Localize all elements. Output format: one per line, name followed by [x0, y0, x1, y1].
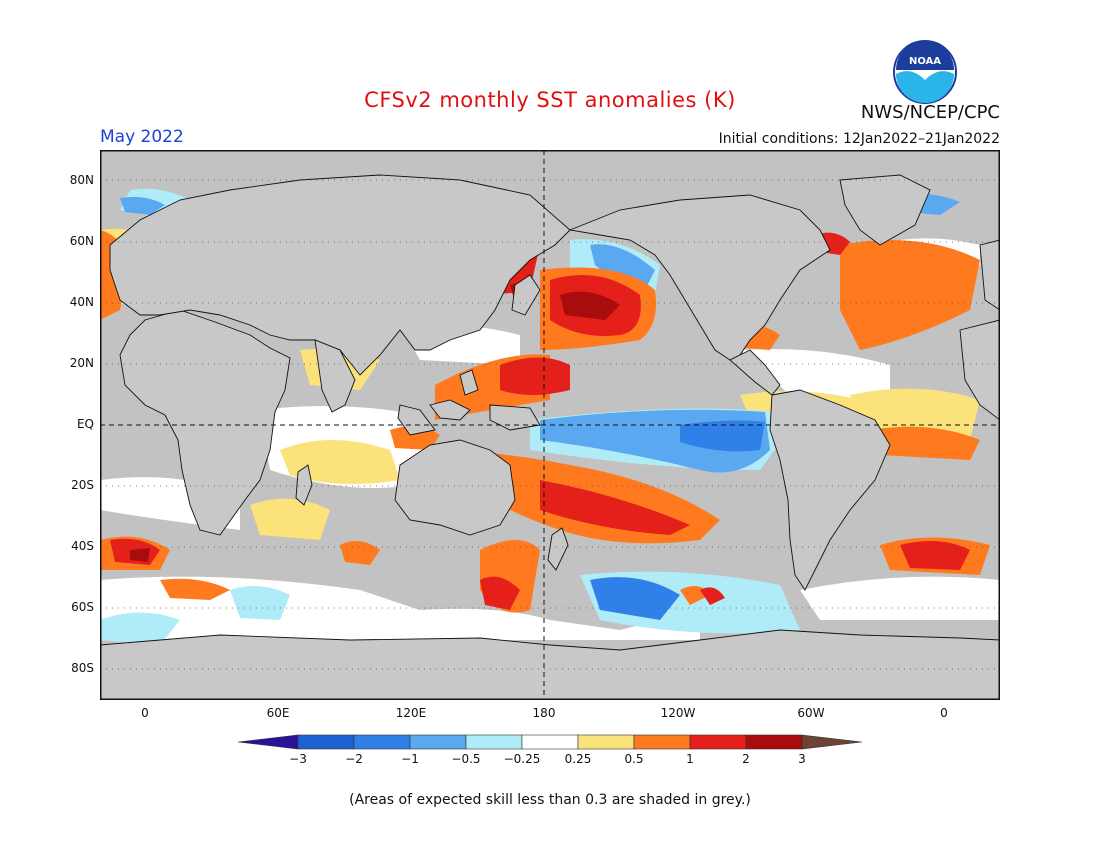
africa-landmass: [119, 309, 291, 536]
logo-text: NOAA: [909, 56, 941, 67]
greenland-landmass: [839, 174, 931, 246]
colorbar-segment: [353, 734, 411, 750]
colorbar-segment: [521, 734, 579, 750]
madagascar-landmass: [295, 464, 313, 506]
japan-landmass: [511, 274, 541, 316]
colorbar-segments: [238, 734, 862, 750]
lat-label-20s: 20S: [71, 478, 94, 492]
north-america-landmass: [568, 194, 831, 361]
chart-title: CFSv2 monthly SST anomalies (K): [364, 88, 736, 112]
lat-label-eq: EQ: [76, 417, 94, 431]
colorbar-tick-label: −2: [345, 752, 363, 766]
skill-footnote: (Areas of expected skill less than 0.3 a…: [349, 792, 751, 808]
lon-label-60w: 60W: [797, 706, 825, 720]
land-masses: [100, 174, 1000, 700]
colorbar-segment: [465, 734, 523, 750]
lat-label-80s: 80S: [71, 661, 94, 675]
colorbar: [238, 734, 862, 750]
lon-label-60e: 60E: [266, 706, 290, 720]
colorbar-segment: [745, 734, 803, 750]
forecast-month: May 2022: [100, 127, 184, 147]
south-america-landmass: [769, 389, 891, 591]
colorbar-tick-label: 0.5: [624, 752, 644, 766]
colorbar-tick-label: 1: [686, 752, 694, 766]
africa-east-edge-landmass: [959, 319, 1000, 421]
lat-label-60s: 60S: [71, 600, 94, 614]
colorbar-tick-label: −0.25: [503, 752, 541, 766]
india-landmass: [314, 339, 356, 413]
borneo-landmass: [429, 399, 471, 421]
sst-anomaly-map: [100, 150, 1000, 700]
colorbar-tick-label: −3: [289, 752, 307, 766]
lon-label-120w: 120W: [660, 706, 696, 720]
eurasia-landmass: [109, 174, 571, 376]
colorbar-segment: [409, 734, 467, 750]
colorbar-segment: [689, 734, 747, 750]
europe-east-edge-landmass: [979, 239, 1000, 311]
colorbar-tick-label: 0.25: [564, 752, 592, 766]
colorbar-tick-label: −1: [401, 752, 419, 766]
lon-label-180: 180: [532, 706, 556, 720]
colorbar-tick-label: 3: [798, 752, 806, 766]
colorbar-segment: [297, 734, 355, 750]
lon-label-0: 0: [141, 706, 149, 720]
lat-gridlines: [100, 179, 1000, 670]
colorbar-segment-lowest: [238, 734, 299, 750]
sumatra-landmass: [397, 404, 436, 436]
colorbar-segment: [577, 734, 635, 750]
colorbar-segment-highest: [801, 734, 862, 750]
lat-label-80n: 80N: [69, 173, 94, 187]
lon-label-120e: 120E: [395, 706, 427, 720]
lat-label-60n: 60N: [69, 234, 94, 248]
new-zealand-landmass: [547, 527, 569, 571]
agency-label: NWS/NCEP/CPC: [860, 102, 1000, 123]
new-guinea-landmass: [489, 404, 541, 431]
australia-landmass: [394, 439, 516, 536]
initial-conditions: Initial conditions: 12Jan2022–21Jan2022: [718, 131, 1000, 147]
noaa-logo-icon: NOAA: [893, 40, 957, 104]
antarctica-landmass: [100, 629, 1000, 700]
central-america-landmass: [729, 349, 781, 396]
colorbar-tick-label: 2: [742, 752, 750, 766]
map-frame: [100, 150, 1000, 700]
philippines-landmass: [459, 369, 479, 396]
lat-label-40n: 40N: [69, 295, 94, 309]
lat-label-40s: 40S: [71, 539, 94, 553]
lon-label-0-right: 0: [940, 706, 948, 720]
colorbar-segment: [633, 734, 691, 750]
lat-label-20n: 20N: [69, 356, 94, 370]
map-canvas: [100, 150, 1000, 700]
colorbar-tick-label: −0.5: [451, 752, 481, 766]
